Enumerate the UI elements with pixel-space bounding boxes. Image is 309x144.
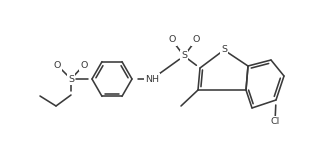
Text: O: O (192, 36, 200, 44)
Text: S: S (221, 46, 227, 54)
Text: O: O (168, 36, 176, 44)
Text: O: O (53, 60, 61, 70)
Text: Cl: Cl (270, 118, 280, 126)
Text: S: S (181, 52, 187, 60)
Text: NH: NH (145, 74, 159, 84)
Text: O: O (80, 60, 88, 70)
Text: S: S (68, 74, 74, 84)
